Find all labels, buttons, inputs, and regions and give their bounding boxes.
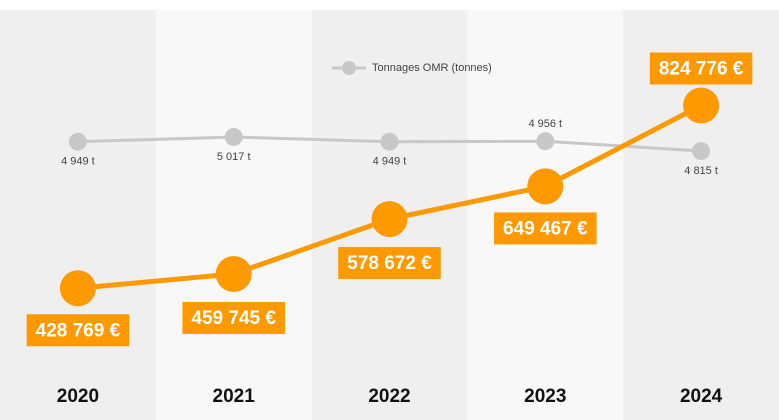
point xyxy=(59,270,96,307)
label-box xyxy=(182,301,285,334)
label-box xyxy=(494,212,597,245)
x-tick-label: 2022 xyxy=(368,386,410,407)
value-label-text: 459 745 € xyxy=(191,308,276,329)
column-band xyxy=(155,10,313,420)
value-label-text: 824 776 € xyxy=(659,59,744,80)
point xyxy=(380,132,399,151)
value-label-text: 649 467 € xyxy=(503,218,588,239)
point xyxy=(692,142,711,161)
value-label: 4 956 t xyxy=(528,118,562,130)
column-band xyxy=(0,10,157,420)
label-box xyxy=(338,247,441,280)
point xyxy=(215,255,252,292)
value-label: 428 769 € xyxy=(26,314,130,347)
value-label: 4 949 t xyxy=(373,156,407,168)
legend-marker xyxy=(342,61,356,75)
legend-label: Tonnages OMR (tonnes) xyxy=(372,62,492,74)
point xyxy=(224,127,243,146)
value-label-text: 578 672 € xyxy=(347,253,432,274)
x-tick-label: 2020 xyxy=(57,386,99,407)
value-label: 4 949 t xyxy=(61,156,95,168)
x-tick-label: 2024 xyxy=(680,386,723,407)
value-label: 578 672 € xyxy=(338,247,441,280)
point xyxy=(371,201,408,238)
value-label: 5 017 t xyxy=(217,151,251,163)
value-label: 649 467 € xyxy=(494,212,597,245)
value-label: 824 776 € xyxy=(649,52,753,85)
point xyxy=(536,132,555,151)
value-label-text: 428 769 € xyxy=(36,320,121,341)
point xyxy=(68,132,87,151)
x-tick-label: 2021 xyxy=(213,386,256,407)
point xyxy=(527,168,564,205)
point xyxy=(683,87,720,124)
value-label: 459 745 € xyxy=(182,301,285,334)
label-box xyxy=(26,314,130,347)
value-label: 4 815 t xyxy=(684,165,718,177)
label-box xyxy=(649,52,753,85)
x-tick-label: 2023 xyxy=(524,386,566,407)
